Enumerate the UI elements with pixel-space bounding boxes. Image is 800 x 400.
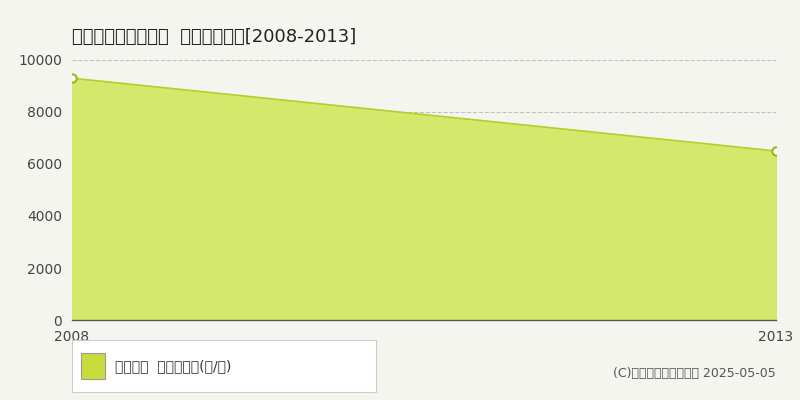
Text: 中川郡本別町上本別  農地価格推移[2008-2013]: 中川郡本別町上本別 農地価格推移[2008-2013]	[72, 28, 356, 46]
Text: 農地価格  平均坪単価(円/坪): 農地価格 平均坪単価(円/坪)	[114, 359, 231, 373]
Bar	[81, 353, 106, 379]
Text: (C)土地価格ドットコム 2025-05-05: (C)土地価格ドットコム 2025-05-05	[614, 367, 776, 380]
